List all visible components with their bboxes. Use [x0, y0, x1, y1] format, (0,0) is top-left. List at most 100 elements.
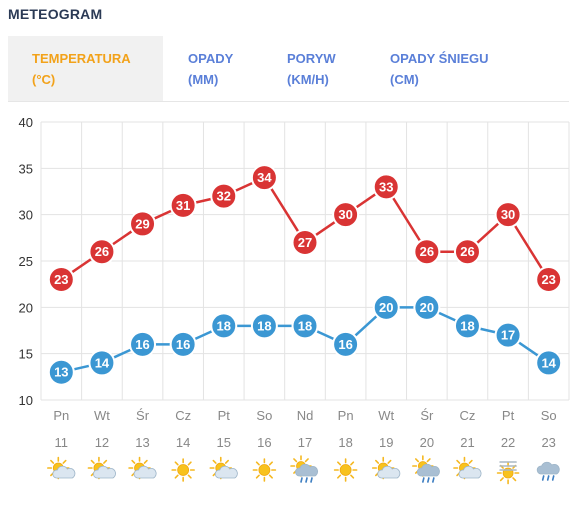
data-point — [332, 330, 360, 358]
data-point — [129, 210, 157, 238]
x-day-label: Wt — [378, 408, 394, 423]
data-point — [494, 201, 522, 229]
sun-cloud-icon — [47, 456, 76, 480]
data-point — [453, 238, 481, 266]
data-label: 32 — [217, 189, 231, 204]
sun-icon — [171, 458, 195, 482]
data-label: 14 — [95, 355, 110, 370]
data-label: 26 — [460, 244, 474, 259]
x-date-label: 21 — [460, 435, 474, 450]
data-label: 30 — [338, 207, 352, 222]
x-date-label: 20 — [420, 435, 434, 450]
data-point — [535, 266, 563, 294]
y-tick-label: 15 — [19, 347, 33, 362]
data-label: 18 — [217, 318, 231, 333]
data-point — [372, 173, 400, 201]
data-point — [413, 238, 441, 266]
y-tick-label: 35 — [19, 161, 33, 176]
x-date-label: 16 — [257, 435, 271, 450]
x-date-label: 17 — [298, 435, 312, 450]
x-date-label: 18 — [338, 435, 352, 450]
data-point — [169, 330, 197, 358]
data-label: 20 — [420, 300, 434, 315]
data-point — [413, 293, 441, 321]
x-day-label: Cz — [460, 408, 476, 423]
data-point — [47, 358, 75, 386]
tab-poryw-label: PORYW — [287, 51, 336, 66]
data-label: 16 — [135, 337, 149, 352]
y-tick-label: 40 — [19, 115, 33, 130]
sun-cloud-icon — [87, 456, 116, 480]
data-label: 33 — [379, 179, 393, 194]
data-point — [453, 312, 481, 340]
tab-opady-sniegu-unit: (CM) — [390, 72, 419, 87]
data-label: 26 — [420, 244, 434, 259]
data-point — [250, 164, 278, 192]
tab-temperatura[interactable]: TEMPERATURA (°C) — [8, 36, 163, 101]
x-date-label: 23 — [541, 435, 555, 450]
data-point — [47, 266, 75, 294]
data-label: 14 — [541, 355, 556, 370]
data-point — [494, 321, 522, 349]
sun-cloud-icon — [453, 456, 482, 480]
data-point — [250, 312, 278, 340]
y-tick-label: 10 — [19, 393, 33, 408]
x-day-label: Pn — [53, 408, 69, 423]
data-point — [129, 330, 157, 358]
x-day-label: Pt — [218, 408, 231, 423]
data-label: 31 — [176, 198, 190, 213]
x-day-label: Śr — [420, 408, 434, 423]
tab-opady-sniegu[interactable]: OPADY ŚNIEGU (CM) — [390, 36, 520, 101]
x-date-label: 22 — [501, 435, 515, 450]
data-point — [332, 201, 360, 229]
tab-bar: TEMPERATURA (°C) OPADY (MM) PORYW (KM/H)… — [8, 36, 569, 102]
data-point — [169, 191, 197, 219]
tab-opady[interactable]: OPADY (MM) — [188, 36, 268, 101]
data-label: 23 — [541, 272, 555, 287]
meteogram-chart: 10 15 20 25 30 35 40 Pn 11 Wt 12 Śr 13 Cz 14 Pt 15 So 16 Nd… — [19, 115, 570, 485]
data-label: 17 — [501, 328, 515, 343]
x-day-label: So — [541, 408, 557, 423]
tab-temperatura-label: TEMPERATURA — [32, 51, 131, 66]
data-label: 27 — [298, 235, 312, 250]
page-title: METEOGRAM — [8, 6, 103, 22]
data-label: 26 — [95, 244, 109, 259]
data-point — [88, 349, 116, 377]
data-label: 18 — [257, 318, 271, 333]
tab-opady-label: OPADY — [188, 51, 234, 66]
x-day-label: So — [256, 408, 272, 423]
y-tick-label: 30 — [19, 208, 33, 223]
data-point — [372, 293, 400, 321]
data-point — [535, 349, 563, 377]
x-day-label: Wt — [94, 408, 110, 423]
data-label: 30 — [501, 207, 515, 222]
tab-poryw-unit: (KM/H) — [287, 72, 329, 87]
x-day-label: Pn — [338, 408, 354, 423]
x-day-label: Pt — [502, 408, 515, 423]
x-date-label: 11 — [55, 435, 69, 450]
data-label: 18 — [460, 318, 474, 333]
data-label: 29 — [135, 216, 149, 231]
x-date-label: 14 — [176, 435, 190, 450]
sun-cloud-icon — [209, 456, 238, 480]
x-date-label: 12 — [95, 435, 109, 450]
data-label: 18 — [298, 318, 312, 333]
tab-opady-sniegu-label: OPADY ŚNIEGU — [390, 51, 489, 66]
cloud-rain-icon — [536, 461, 560, 481]
data-label: 13 — [54, 365, 68, 380]
sun-cloud-rain-icon — [290, 455, 319, 483]
x-day-label: Cz — [175, 408, 191, 423]
data-point — [210, 312, 238, 340]
sun-icon — [333, 458, 358, 482]
data-point — [291, 228, 319, 256]
tab-opady-unit: (MM) — [188, 72, 219, 87]
tab-temperatura-unit: (°C) — [32, 72, 56, 87]
data-label: 16 — [338, 337, 352, 352]
y-tick-label: 20 — [19, 300, 33, 315]
tab-poryw[interactable]: PORYW (KM/H) — [287, 36, 367, 101]
y-tick-label: 25 — [19, 254, 33, 269]
sun-icon — [252, 458, 277, 482]
sun-fog-icon — [496, 461, 520, 485]
sun-cloud-rain-icon — [412, 455, 440, 483]
data-label: 20 — [379, 300, 393, 315]
